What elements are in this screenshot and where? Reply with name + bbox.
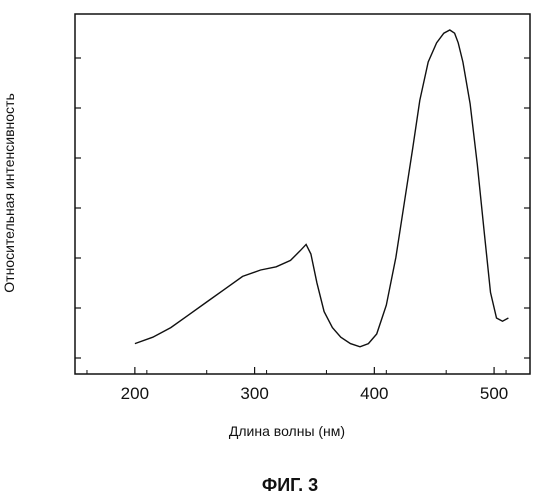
- x-axis-title: Длина волны (нм): [229, 423, 345, 439]
- x-tick-label: 500: [480, 384, 508, 403]
- y-axis-title: Относительная интенсивность: [1, 93, 17, 292]
- plot-frame: [75, 14, 530, 374]
- x-axis-ticks: [87, 367, 506, 374]
- x-tick-label: 200: [121, 384, 149, 403]
- x-tick-label: 400: [360, 384, 388, 403]
- figure-caption: ФИГ. 3: [262, 475, 318, 495]
- series-line: [135, 30, 509, 347]
- x-tick-label: 300: [240, 384, 268, 403]
- x-axis-tick-labels: 200 300 400 500: [121, 384, 509, 403]
- y-axis-ticks: [75, 58, 530, 358]
